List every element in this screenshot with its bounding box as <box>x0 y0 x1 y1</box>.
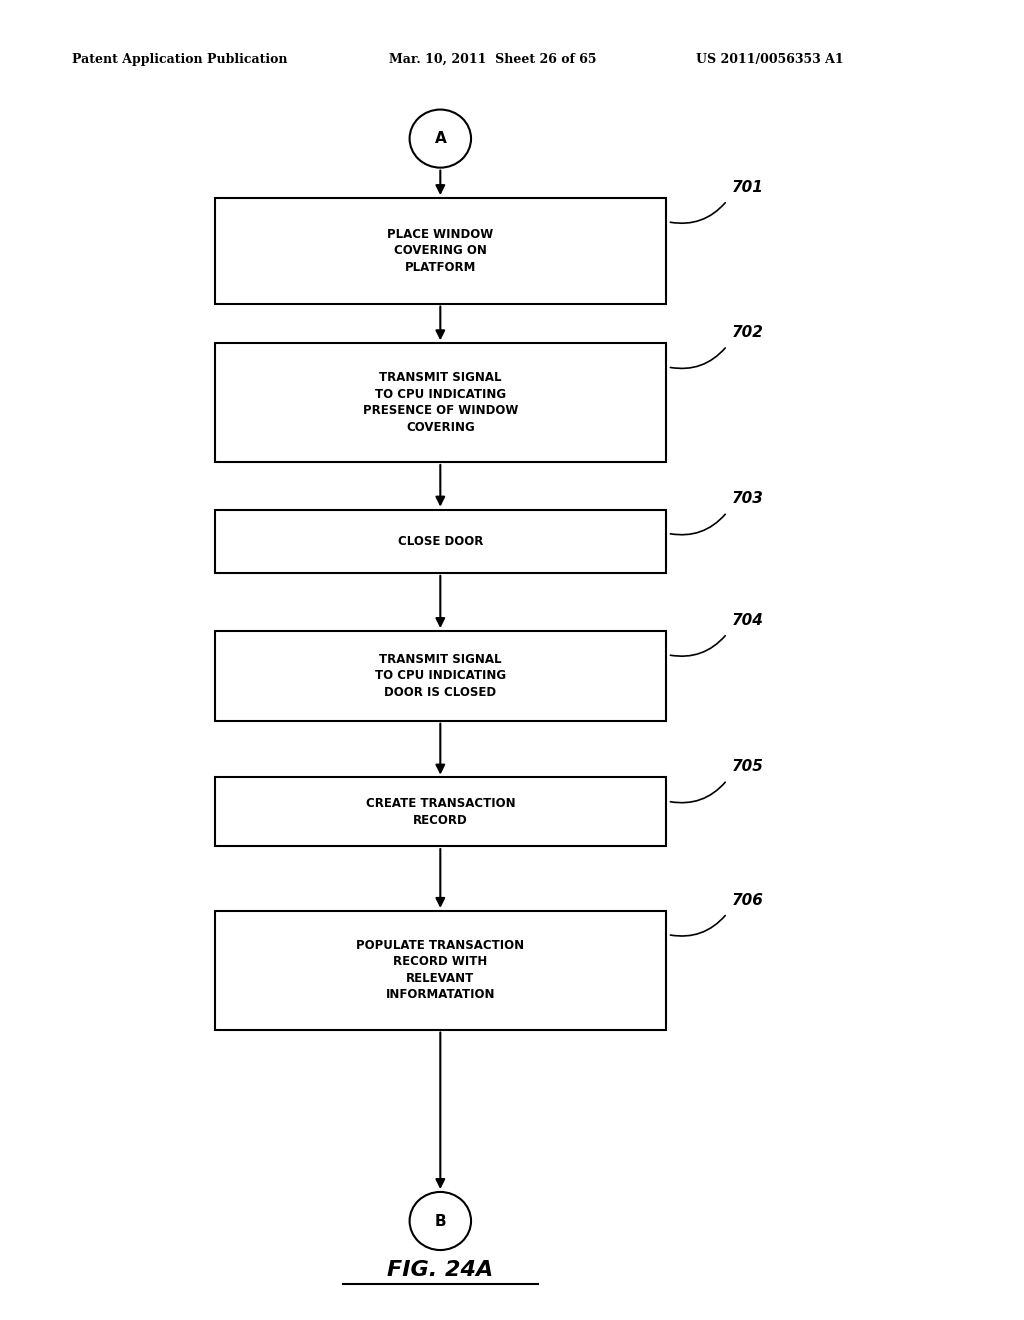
Text: CREATE TRANSACTION
RECORD: CREATE TRANSACTION RECORD <box>366 797 515 826</box>
Bar <box>215 343 666 462</box>
Text: 703: 703 <box>732 491 764 507</box>
Text: POPULATE TRANSACTION
RECORD WITH
RELEVANT
INFORMATATION: POPULATE TRANSACTION RECORD WITH RELEVAN… <box>356 939 524 1002</box>
Bar <box>215 510 666 573</box>
Text: 702: 702 <box>732 325 764 341</box>
Text: A: A <box>434 131 446 147</box>
Bar <box>215 198 666 304</box>
Text: TRANSMIT SIGNAL
TO CPU INDICATING
PRESENCE OF WINDOW
COVERING: TRANSMIT SIGNAL TO CPU INDICATING PRESEN… <box>362 371 518 434</box>
Text: 706: 706 <box>732 892 764 908</box>
Text: US 2011/0056353 A1: US 2011/0056353 A1 <box>696 53 844 66</box>
Text: Patent Application Publication: Patent Application Publication <box>72 53 287 66</box>
Text: 705: 705 <box>732 759 764 775</box>
Text: B: B <box>434 1213 446 1229</box>
Text: 701: 701 <box>732 180 764 195</box>
Text: Mar. 10, 2011  Sheet 26 of 65: Mar. 10, 2011 Sheet 26 of 65 <box>389 53 597 66</box>
Text: CLOSE DOOR: CLOSE DOOR <box>397 535 483 548</box>
Text: 704: 704 <box>732 612 764 628</box>
Bar <box>215 911 666 1030</box>
Text: TRANSMIT SIGNAL
TO CPU INDICATING
DOOR IS CLOSED: TRANSMIT SIGNAL TO CPU INDICATING DOOR I… <box>375 653 506 698</box>
Bar <box>215 777 666 846</box>
Bar <box>215 631 666 721</box>
Text: FIG. 24A: FIG. 24A <box>387 1261 494 1280</box>
Text: PLACE WINDOW
COVERING ON
PLATFORM: PLACE WINDOW COVERING ON PLATFORM <box>387 228 494 273</box>
